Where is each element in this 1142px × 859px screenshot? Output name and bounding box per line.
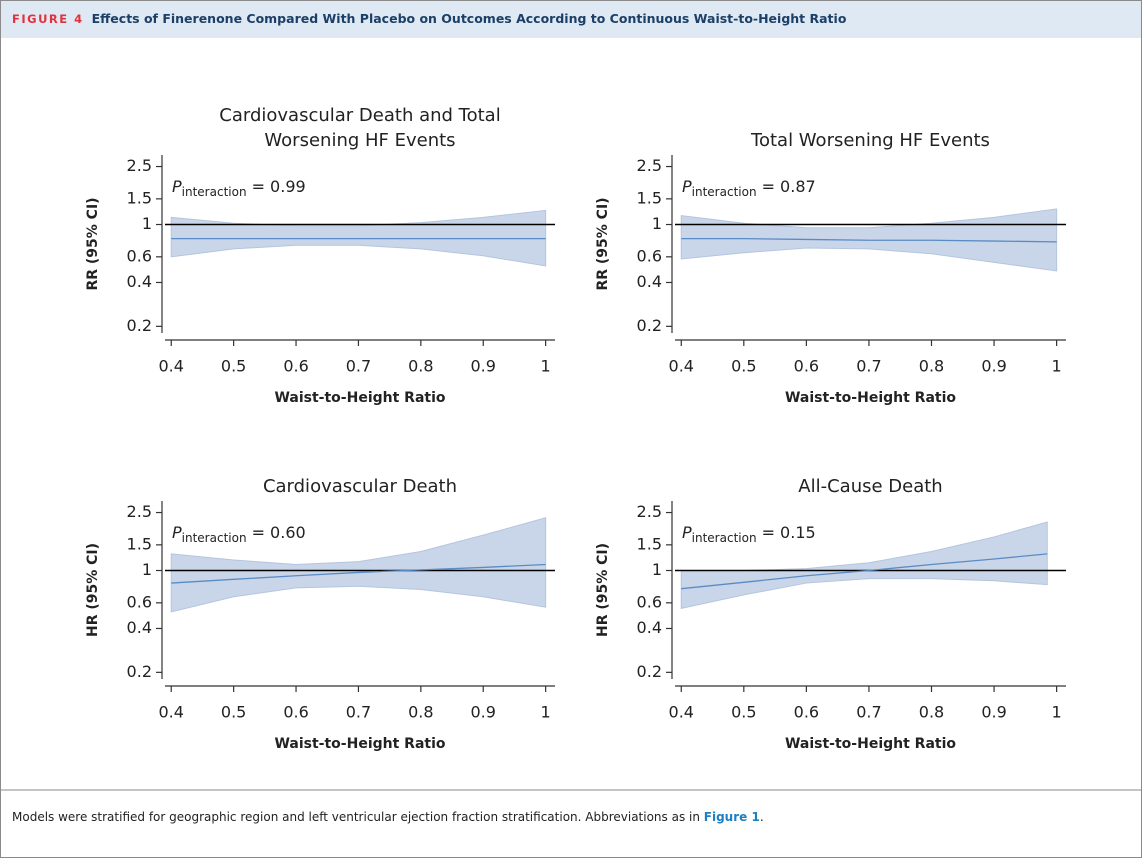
y-tick-label: 0.2 [637,662,662,681]
caption: Models were stratified for geographic re… [12,810,764,824]
x-tick-label: 0.7 [856,357,881,376]
annotation: Pinteraction = 0.15 [682,523,816,545]
y-tick-label: 2.5 [637,502,662,521]
x-tick-label: 0.9 [981,357,1006,376]
x-tick-label: 0.8 [919,357,944,376]
annotation-part: P [172,177,182,196]
annotation-part: interaction [182,185,247,199]
annotation-part: = 0.15 [762,523,816,542]
x-tick-label: 0.5 [731,703,756,722]
x-tick-label: 0.7 [346,703,371,722]
x-tick-label: 0.4 [669,357,694,376]
x-tick-label: 0.6 [794,357,819,376]
y-axis-title: RR (95% CI) [85,197,101,290]
annotation-part: = 0.99 [252,177,306,196]
x-tick-label: 0.4 [159,357,184,376]
y-axis-title: HR (95% CI) [595,543,611,637]
x-tick-label: 0.4 [159,703,184,722]
y-tick-label: 0.4 [637,272,662,291]
y-axis-title: RR (95% CI) [595,197,611,290]
estimate-line [171,563,546,584]
x-tick-label: 0.5 [221,703,246,722]
x-tick-label: 0.9 [981,703,1006,722]
y-tick-label: 1 [652,560,662,579]
annotation-part: P [682,523,692,542]
y-tick-label: 0.4 [637,618,662,637]
x-axis-title: Waist-to-Height Ratio [785,736,956,752]
header: FIGURE 4 Effects of Finerenone Compared W… [12,11,846,26]
estimate-line [681,237,1057,243]
x-tick-label: 1 [1052,357,1062,376]
x-tick-label: 0.8 [408,357,433,376]
annotation: Pinteraction = 0.99 [172,177,306,199]
y-tick-label: 0.4 [127,272,152,291]
y-tick-label: 0.4 [127,618,152,637]
caption-text: Models were stratified for geographic re… [12,810,704,824]
y-tick-label: 1 [652,214,662,233]
x-tick-label: 0.5 [731,357,756,376]
annotation-part: P [172,523,182,542]
x-tick-label: 0.7 [346,357,371,376]
caption-end: . [759,810,764,824]
x-tick-label: 0.9 [471,703,496,722]
x-axis-title: Waist-to-Height Ratio [274,736,445,752]
x-tick-label: 0.6 [283,357,308,376]
y-tick-label: 2.5 [637,156,662,175]
caption-link[interactable]: Figure 1 [703,810,760,824]
x-axis-title: Waist-to-Height Ratio [785,390,956,406]
x-tick-label: 1 [541,357,551,376]
y-tick-label: 1.5 [127,534,152,553]
x-tick-label: 0.9 [471,357,496,376]
figure-label: FIGURE 4 [12,12,84,26]
estimate-line [681,553,1048,590]
y-tick-label: 1.5 [637,188,662,207]
annotation-part: = 0.87 [762,177,816,196]
y-tick-label: 1 [142,214,152,233]
ci-band [170,517,547,613]
y-tick-label: 0.6 [127,246,152,265]
annotation-part: = 0.60 [252,523,306,542]
panel-title: Cardiovascular Death [262,476,458,497]
annotation: Pinteraction = 0.87 [682,177,816,199]
x-tick-label: 0.7 [856,703,881,722]
x-tick-label: 0.4 [669,703,694,722]
x-tick-label: 0.6 [794,703,819,722]
y-tick-label: 0.2 [637,316,662,335]
x-axis-title: Waist-to-Height Ratio [274,390,445,406]
x-tick-label: 0.8 [408,703,433,722]
y-tick-label: 1.5 [637,534,662,553]
y-tick-label: 0.2 [127,662,152,681]
x-tick-label: 1 [541,703,551,722]
y-tick-label: 1 [142,560,152,579]
y-tick-label: 1.5 [127,188,152,207]
y-tick-label: 0.6 [127,592,152,611]
y-tick-label: 2.5 [127,156,152,175]
ci-band [680,521,1048,609]
y-axis-title: HR (95% CI) [85,543,101,637]
panel-title: Cardiovascular Death and Total Worsening… [219,105,501,151]
annotation: Pinteraction = 0.60 [172,523,306,545]
panel-title: Total Worsening HF Events [751,130,990,151]
x-tick-label: 0.8 [919,703,944,722]
annotation-part: P [682,177,692,196]
y-tick-label: 2.5 [127,502,152,521]
header-bar [1,1,1141,38]
figure-title: Effects of Finerenone Compared With Plac… [91,11,847,26]
x-tick-label: 1 [1052,703,1062,722]
x-tick-label: 0.6 [283,703,308,722]
annotation-part: interaction [692,531,757,545]
x-tick-label: 0.5 [221,357,246,376]
y-tick-label: 0.6 [637,246,662,265]
annotation-part: interaction [692,185,757,199]
panel-title: All-Cause Death [798,476,943,497]
y-tick-label: 0.2 [127,316,152,335]
annotation-part: interaction [182,531,247,545]
y-tick-label: 0.6 [637,592,662,611]
